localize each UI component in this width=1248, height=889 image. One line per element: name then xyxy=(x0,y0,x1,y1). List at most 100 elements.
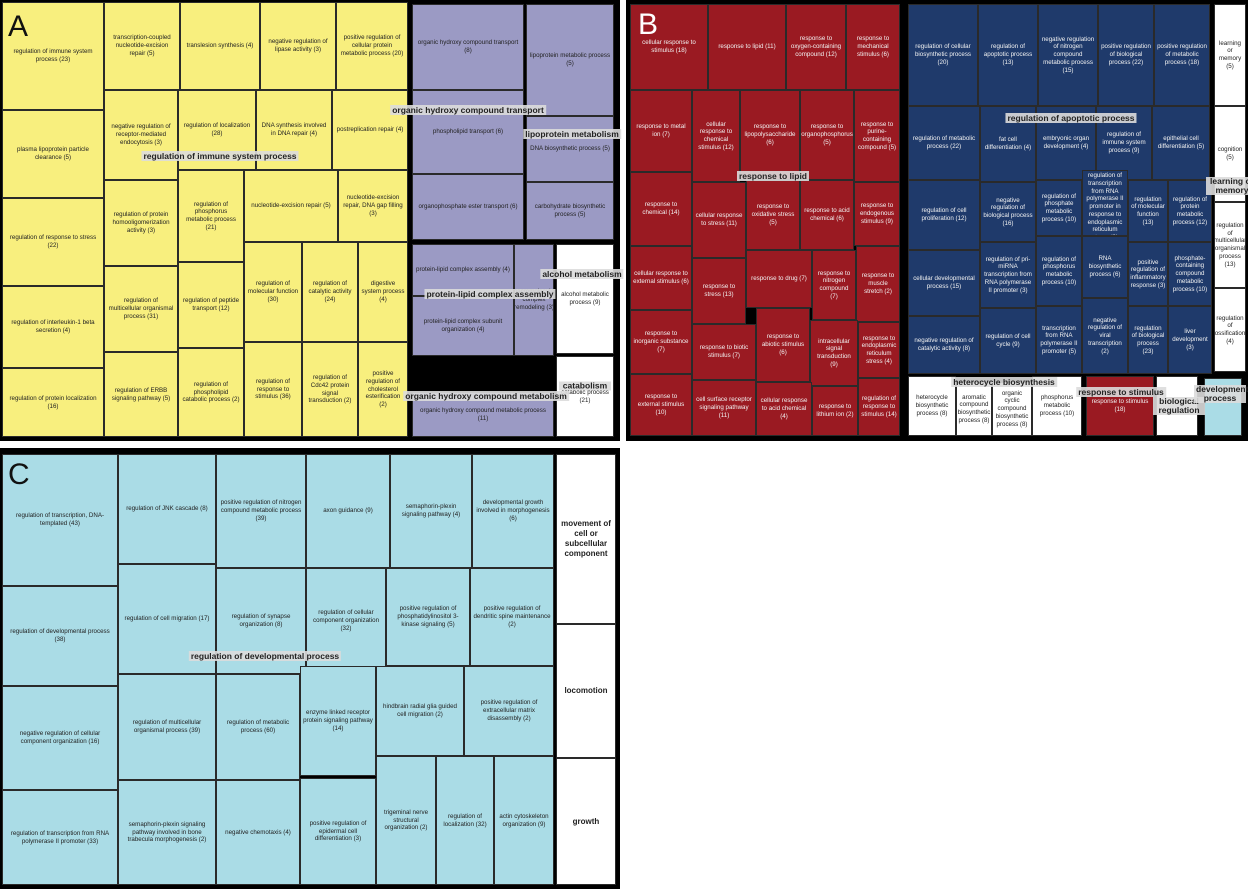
treemap-cell-label: cellular response to external stimulus (… xyxy=(633,270,689,285)
treemap-cell-label: DNA biosynthetic process (5) xyxy=(530,145,610,153)
treemap-group-label: developmental process xyxy=(1194,384,1248,403)
treemap-cell-label: protein-lipid complex assembly (4) xyxy=(416,266,510,274)
treemap-cell: positive regulation of epidermal cell di… xyxy=(300,778,376,885)
treemap-cell: regulation of localization (32) xyxy=(436,756,494,885)
treemap-cell-label: postreplication repair (4) xyxy=(336,126,404,134)
treemap-cell: positive regulation of biological proces… xyxy=(1098,4,1154,106)
treemap-cell: organic hydroxy compound transport (8) xyxy=(412,4,524,90)
treemap-cell-label: plasma lipoprotein particle clearance (5… xyxy=(17,146,89,161)
treemap-cell: response to drug (7) xyxy=(746,250,812,308)
treemap-cell-label: growth xyxy=(572,816,600,826)
treemap-cell-label: response to oxygen-containing compound (… xyxy=(790,35,842,58)
treemap-cell: phospholipid transport (6) xyxy=(412,90,524,174)
treemap-cell-label: regulation of ERBB signaling pathway (5) xyxy=(111,386,171,402)
treemap-cell-label: regulation of protein metabolic process … xyxy=(1172,195,1208,226)
treemap-cell-label: semaphorin-plexin signaling pathway invo… xyxy=(127,820,207,844)
treemap-cell: epithelial cell differentiation (5) xyxy=(1152,106,1210,180)
treemap-cell: response to endogenous stimulus (9) xyxy=(854,182,900,246)
treemap-cell: carbohydrate biosynthetic process (5) xyxy=(526,182,614,240)
treemap-cell-label: regulation of phospholipid catabolic pro… xyxy=(182,380,240,404)
treemap-cell-label: organic hydroxy compound transport (8) xyxy=(417,39,519,54)
treemap-cell-label: DNA synthesis involved in DNA repair (4) xyxy=(261,122,327,137)
treemap-cell: actin cytoskeleton organization (9) xyxy=(494,756,554,885)
treemap-cell: positive regulation of nitrogen compound… xyxy=(216,454,306,568)
treemap-cell-label: response to chemical (14) xyxy=(642,201,680,216)
treemap-cell-label: intracellular signal transduction (9) xyxy=(817,337,851,368)
treemap-cell: regulation of multicellular organismal p… xyxy=(1214,202,1246,288)
treemap-cell-label: response to drug (7) xyxy=(751,275,807,283)
treemap-cell-label: cellular response to acid chemical (4) xyxy=(760,397,808,420)
treemap-cell: translesion synthesis (4) xyxy=(180,2,260,90)
treemap-cell-label: regulation of multicellular organismal p… xyxy=(1214,221,1246,268)
treemap-cell: regulation of transcription from RNA pol… xyxy=(2,790,118,885)
panel-b: cellular response to stimulus (18) respon… xyxy=(626,0,1248,441)
treemap-cell-label: translesion synthesis (4) xyxy=(186,42,254,50)
treemap-cell: response to oxygen-containing compound (… xyxy=(786,4,846,90)
treemap-cell-label: RNA biosynthetic process (6) xyxy=(1088,255,1122,278)
treemap-cell-label: digestive system process (4) xyxy=(361,280,405,303)
treemap-cell-label: positive regulation of cellular protein … xyxy=(340,34,404,57)
treemap-cell: transcription-coupled nucleotide-excisio… xyxy=(104,2,180,90)
treemap-cell: liver development (3) xyxy=(1168,306,1212,374)
treemap-cell: movement of cell or subcellular componen… xyxy=(556,454,616,624)
treemap-cell: regulation of molecular function (30) xyxy=(244,242,302,342)
treemap-cell: response to metal ion (7) xyxy=(630,90,692,172)
treemap-cell-label: regulation of response to stress (22) xyxy=(9,234,97,249)
treemap-cell-label: alcohol metabolic process (9) xyxy=(561,291,609,306)
treemap-cell-label: protein-lipid complex subunit organizati… xyxy=(423,318,503,333)
treemap-cell-label: response to metal ion (7) xyxy=(636,123,686,138)
treemap-cell: regulation of cellular biosynthetic proc… xyxy=(908,4,978,106)
treemap-cell: response to mechanical stimulus (6) xyxy=(846,4,900,90)
treemap-cell: positive regulation of cholesterol ester… xyxy=(358,342,408,437)
treemap-cell-label: regulation of phosphorus metabolic proce… xyxy=(186,200,236,231)
treemap-cell: aromatic compound biosynthetic process (… xyxy=(956,382,992,436)
treemap-cell: regulation of protein localization (16) xyxy=(2,368,104,437)
treemap-cell: nucleotide-excision repair, DNA gap fill… xyxy=(338,170,408,242)
treemap-cell-label: regulation of catalytic activity (24) xyxy=(308,280,352,303)
treemap-cell: trigeminal nerve structural organization… xyxy=(376,756,436,885)
treemap-cell-label: regulation of JNK cascade (8) xyxy=(126,505,208,513)
treemap-cell: positive regulation of phosphatidylinosi… xyxy=(386,568,470,666)
treemap-cell-label: regulation of localization (32) xyxy=(443,812,487,828)
treemap-cell-label: regulation of protein localization (16) xyxy=(9,394,97,410)
treemap-cell: growth xyxy=(556,758,616,885)
treemap-cell: regulation of peptide transport (12) xyxy=(178,262,244,348)
treemap-cell: regulation of multicellular organismal p… xyxy=(104,266,178,352)
treemap-cell: regulation of biological process (23) xyxy=(1128,306,1168,374)
treemap-cell: organophosphate ester transport (6) xyxy=(412,174,524,240)
treemap-cell-label: cellular response to stress (11) xyxy=(695,212,743,227)
treemap-cell-label: cellular developmental process (15) xyxy=(913,275,975,290)
treemap-cell-label: regulation of cellular component organiz… xyxy=(312,609,380,632)
treemap-cell-label: trigeminal nerve structural organization… xyxy=(383,808,429,832)
treemap-cell: positive regulation of cellular protein … xyxy=(336,2,408,90)
treemap-cell-label: regulation of Cdc42 protein signal trans… xyxy=(308,374,352,405)
treemap-cell: alcohol metabolic process (9) xyxy=(556,244,614,354)
treemap-cell: regulation of apoptotic process (13) xyxy=(978,4,1038,106)
treemap-cell: response to biotic stimulus (7) xyxy=(692,324,756,380)
treemap-cell-label: regulation of metabolic process (60) xyxy=(226,719,290,734)
treemap-cell-label: regulation of transcription, DNA-templat… xyxy=(15,512,105,527)
treemap-cell-label: phospholipid transport (6) xyxy=(432,128,504,136)
treemap-cell: organic cyclic compound biosynthetic pro… xyxy=(992,382,1032,436)
treemap-cell-label: positive regulation of nitrogen compound… xyxy=(220,499,302,522)
treemap-cell-label: embryonic organ development (4) xyxy=(1042,135,1090,150)
treemap-group-label: learning or memory xyxy=(1206,177,1248,195)
treemap-cell-label: liver development (3) xyxy=(1172,328,1208,351)
treemap-cell-label: regulation of multicellular organismal p… xyxy=(108,297,174,320)
treemap-cell-label: phosphate-containing compound metabolic … xyxy=(1172,254,1208,293)
treemap-cell-label: regulation of transcription from RNA pol… xyxy=(10,829,110,845)
treemap-cell-label: regulation of interleukin-1 beta secreti… xyxy=(11,319,95,334)
treemap-cell-label: movement of cell or subcellular componen… xyxy=(561,519,611,558)
treemap-cell: response to acid chemical (6) xyxy=(800,180,854,250)
treemap-cell: positive regulation of extracellular mat… xyxy=(464,666,554,756)
treemap-cell: positive regulation of metabolic process… xyxy=(1154,4,1210,106)
treemap-cell: hindbrain radial glia guided cell migrat… xyxy=(376,666,464,756)
treemap-cell-label: positive regulation of phosphatidylinosi… xyxy=(397,605,459,628)
treemap-cell-label: transcription from RNA polymerase II pro… xyxy=(1040,324,1078,355)
treemap-cell-label: regulation of immune system process (9) xyxy=(1102,131,1146,154)
treemap-cell-label: response to stress (13) xyxy=(702,283,736,298)
treemap-cell-label: organophosphate ester transport (6) xyxy=(418,203,518,211)
treemap-cell-label: transcription-coupled nucleotide-excisio… xyxy=(113,34,171,57)
treemap-cell-label: negative regulation of lipase activity (… xyxy=(268,38,328,53)
treemap-group-label: response to stimulus xyxy=(1076,387,1166,397)
